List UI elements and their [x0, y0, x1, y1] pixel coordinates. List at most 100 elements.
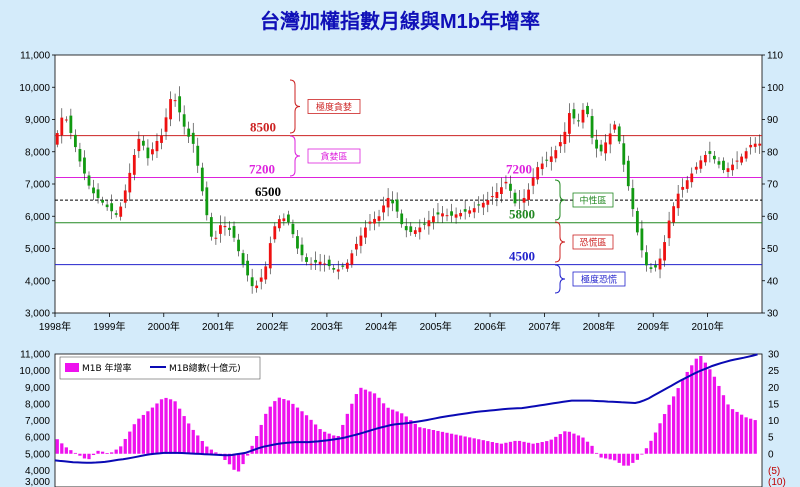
candle-down: [182, 114, 186, 127]
bottom-left-tick-label: 7,000: [25, 416, 50, 427]
bottom-right-axis: 30 25 20 15 10 5 0 (5)(10): [768, 350, 786, 487]
candle-up: [354, 243, 358, 250]
candle-down: [209, 217, 213, 237]
m1b-growth-bar: [400, 413, 404, 454]
candle-down: [722, 160, 725, 171]
m1b-growth-bar: [368, 391, 372, 454]
m1b-growth-bar: [585, 441, 590, 454]
candle-up: [758, 143, 762, 146]
top-right-tick-label: 60: [767, 212, 779, 223]
candle-up: [373, 218, 376, 224]
zone-neutral-box: [572, 192, 614, 208]
m1b-growth-bar: [78, 453, 82, 456]
m1b-growth-bar: [60, 443, 64, 454]
m1b-growth-bar: [404, 416, 408, 454]
candle-down: [141, 140, 145, 146]
year-axis: 1998年 1999年 2000年 2001年 2002年 2003年 2004年 2005年…: [39, 313, 724, 333]
m1b-growth-bar: [105, 453, 109, 454]
m1b-growth-bar: [644, 448, 649, 454]
candle-up: [359, 235, 363, 246]
m1b-growth-bar: [327, 433, 331, 454]
top-left-axis: 11,000 10,000 9,000 8,000 7,000 6,000 5,000 4,0…: [19, 51, 55, 320]
candle-up: [740, 156, 744, 163]
candle-down: [296, 236, 299, 249]
m1b-growth-bar: [477, 439, 481, 454]
candle-down: [590, 116, 594, 138]
m1b-chart: 11,000 10,000 9,000 8,000 7,000 6,000 5,000 4,0…: [19, 350, 786, 487]
m1b-growth-bar: [567, 431, 572, 454]
candle-down: [463, 209, 467, 212]
candle-up: [563, 131, 567, 145]
candles: [55, 86, 762, 294]
top-right-tick-label: 70: [767, 180, 779, 191]
year-tick-label: 1999年: [93, 320, 125, 333]
candle-up: [60, 117, 64, 136]
candle-down: [400, 213, 404, 225]
bottom-left-tick-label: 3,000: [25, 477, 50, 487]
bottom-right-tick-label: 0: [768, 449, 774, 460]
year-tick-label: 2010年: [691, 320, 723, 333]
candle-up: [169, 99, 172, 120]
m1b-growth-bar: [100, 451, 105, 454]
candle-up: [567, 113, 571, 134]
candle-up: [753, 143, 757, 147]
year-tick-label: 2000年: [148, 320, 180, 333]
candle-up: [486, 200, 490, 205]
candle-down: [246, 260, 250, 276]
m1b-growth-bar: [191, 429, 195, 454]
m1b-growth-bar: [508, 441, 513, 454]
m1b-growth-bar: [295, 407, 300, 454]
candle-up: [219, 225, 222, 234]
bottom-right-tick-label: (5): [768, 466, 780, 477]
m1b-growth-bar: [128, 431, 132, 454]
legend-bar-swatch: [65, 363, 79, 372]
m1b-growth-bar: [526, 442, 531, 454]
m1b-growth-bar: [676, 388, 680, 454]
m1b-growth-bar: [223, 453, 227, 460]
m1b-growth-bar: [576, 435, 581, 454]
m1b-growth-bar: [490, 442, 494, 454]
bracket-greed: [289, 135, 301, 177]
bottom-left-tick-label: 5,000: [25, 449, 50, 460]
candle-up: [604, 142, 608, 154]
candle-up: [749, 144, 753, 148]
bottom-right-tick-label: 5: [768, 433, 774, 444]
candle-up: [364, 227, 367, 238]
m1b-growth-bar: [640, 453, 644, 455]
candle-up: [377, 216, 381, 221]
m1b-growth-bar: [694, 358, 698, 454]
candle-up: [731, 164, 734, 171]
m1b-growth-bar: [468, 437, 472, 454]
candle-up: [155, 141, 159, 152]
candle-down: [92, 187, 95, 194]
m1b-growth-bar: [486, 441, 490, 454]
m1b-growth-bar: [739, 414, 744, 454]
m1b-growth-bar: [286, 400, 291, 454]
candle-down: [196, 145, 200, 166]
bottom-left-tick-label: 11,000: [20, 350, 50, 361]
m1b-growth-bar: [73, 452, 78, 454]
level-label-7200-right: 7200: [506, 162, 532, 177]
year-tick-label: 2005年: [420, 320, 452, 333]
m1b-growth-bar: [622, 453, 626, 466]
candle-up: [554, 150, 558, 159]
m1b-growth-bar: [681, 379, 685, 454]
year-tick-label: 2001年: [202, 320, 234, 333]
m1b-growth-bar: [173, 401, 177, 454]
zone-extreme-greed-label: 極度貪婪: [316, 101, 352, 113]
candle-down: [78, 149, 82, 162]
candle-up: [277, 219, 281, 229]
top-plot-area: [54, 54, 763, 314]
candle-down: [291, 223, 295, 235]
m1b-growth-bar: [214, 452, 218, 454]
m1b-growth-bar: [341, 424, 345, 454]
candle-up: [345, 262, 349, 269]
candle-up: [672, 206, 676, 223]
m1b-growth-bar: [653, 432, 658, 454]
m1b-growth-bar: [708, 369, 712, 454]
zone-greed-label: 貪婪區: [320, 151, 347, 163]
candle-up: [504, 181, 508, 184]
m1b-growth-bar: [599, 453, 603, 458]
m1b-growth-bar: [685, 371, 689, 454]
